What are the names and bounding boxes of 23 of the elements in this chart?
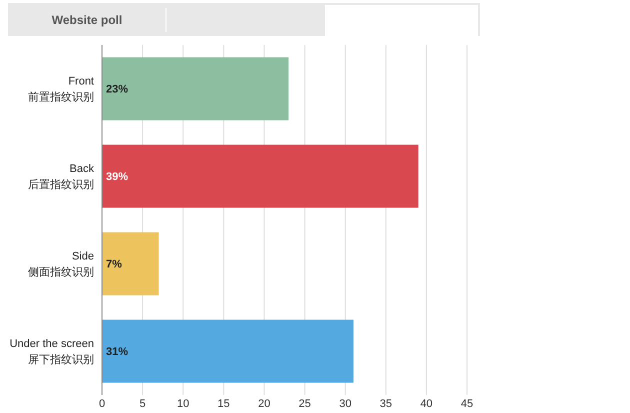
bar [102, 144, 418, 208]
x-tick-label: 15 [218, 398, 230, 410]
x-tick-label: 10 [176, 398, 190, 410]
y-tick-label: Side 侧面指纹识别 [28, 250, 94, 279]
text: Website poll [52, 13, 122, 28]
x-tick-label: 30 [339, 398, 352, 410]
x-tick-label: 25 [298, 398, 311, 410]
x-tick-label: 20 [258, 398, 270, 410]
data-label: 23% [106, 84, 128, 96]
data-label: 7% [106, 258, 122, 271]
x-tick-label: 35 [380, 398, 392, 410]
data-label: 39% [106, 171, 128, 184]
data-label: 31% [106, 346, 128, 358]
y-tick-label: Front 前置指纹识别 [28, 76, 94, 104]
x-tick-label: 40 [420, 398, 433, 410]
x-tick-label: 0 [98, 398, 106, 410]
bar [102, 320, 354, 383]
x-tick-label: 5 [139, 398, 146, 410]
y-tick-label: Under the screen 屏下指纹识别 [10, 338, 94, 366]
y-tick-label: Back 后置指纹识别 [28, 163, 94, 192]
bar [102, 57, 289, 120]
x-tick-label: 45 [460, 398, 474, 410]
bar [102, 232, 159, 296]
